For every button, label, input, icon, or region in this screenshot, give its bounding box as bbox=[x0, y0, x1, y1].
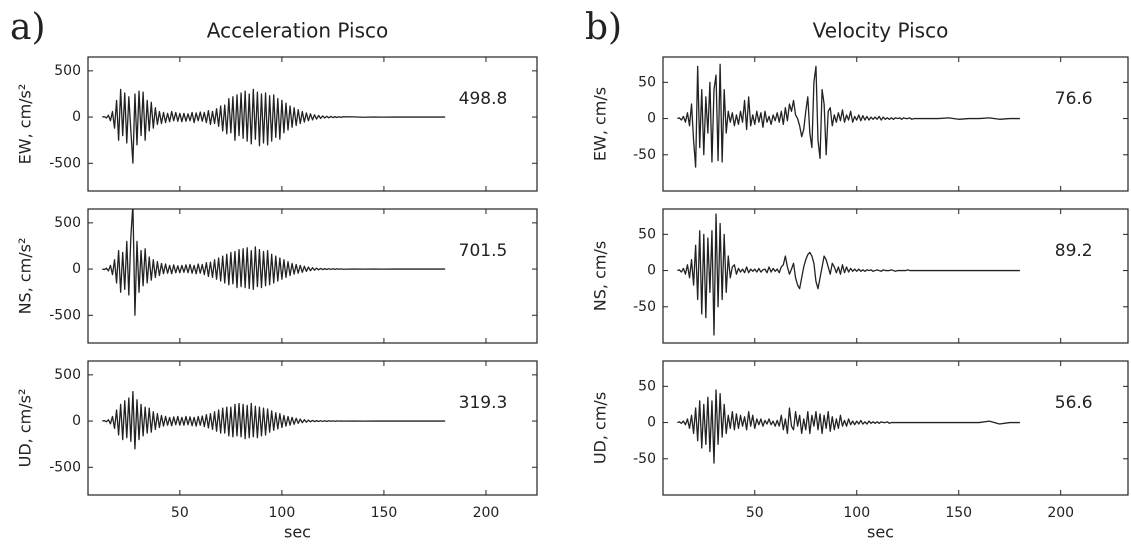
y-tick-label: 0 bbox=[72, 413, 81, 429]
y-axis-label: EW, cm/s bbox=[591, 87, 610, 161]
plot-frame bbox=[662, 56, 1129, 192]
plot-frame bbox=[662, 208, 1129, 344]
y-tick-label: 50 bbox=[638, 378, 656, 394]
peak-value: 498.8 bbox=[459, 89, 508, 109]
y-tick-label: -50 bbox=[633, 451, 656, 467]
y-tick-label: 50 bbox=[638, 226, 656, 242]
y-axis-label: UD, cm/s bbox=[591, 392, 610, 464]
chart-title: Velocity Pisco bbox=[813, 19, 949, 43]
trace bbox=[102, 390, 446, 450]
y-tick-label: 0 bbox=[647, 111, 656, 127]
panel-label: a) bbox=[10, 7, 46, 48]
peak-value: 319.3 bbox=[459, 393, 508, 413]
y-tick-label: 50 bbox=[638, 74, 656, 90]
y-tick-label: 0 bbox=[647, 263, 656, 279]
plot-frame bbox=[87, 360, 538, 496]
y-tick-label: -500 bbox=[49, 459, 81, 475]
peak-value: 89.2 bbox=[1055, 241, 1093, 261]
plot-frame bbox=[87, 208, 538, 344]
y-tick-label: 500 bbox=[54, 63, 81, 79]
y-tick-label: 500 bbox=[54, 215, 81, 231]
peak-value: 701.5 bbox=[459, 241, 508, 261]
y-tick-label: 500 bbox=[54, 367, 81, 383]
trace bbox=[102, 88, 446, 164]
y-tick-label: -50 bbox=[633, 299, 656, 315]
y-tick-label: -50 bbox=[633, 147, 656, 163]
y-tick-label: 0 bbox=[647, 415, 656, 431]
y-tick-label: -500 bbox=[49, 155, 81, 171]
plot-frame bbox=[662, 360, 1129, 496]
peak-value: 56.6 bbox=[1055, 393, 1093, 413]
y-axis-label: NS, cm/s bbox=[591, 241, 610, 311]
x-axis-label: sec bbox=[284, 523, 311, 542]
x-tick-label: 200 bbox=[473, 505, 500, 521]
x-tick-label: 50 bbox=[746, 505, 764, 521]
plot-frame bbox=[87, 56, 538, 192]
trace bbox=[677, 389, 1020, 464]
x-tick-label: 200 bbox=[1047, 505, 1074, 521]
trace bbox=[677, 63, 1020, 168]
panel-label: b) bbox=[585, 7, 622, 48]
trace bbox=[102, 209, 446, 316]
trace bbox=[677, 213, 1020, 336]
y-tick-label: 0 bbox=[72, 261, 81, 277]
x-tick-label: 100 bbox=[843, 505, 870, 521]
y-axis-label: NS, cm/s² bbox=[16, 238, 35, 315]
x-tick-label: 150 bbox=[371, 505, 398, 521]
chart-title: Acceleration Pisco bbox=[207, 19, 388, 43]
y-axis-label: EW, cm/s² bbox=[16, 84, 35, 165]
x-tick-label: 150 bbox=[945, 505, 972, 521]
y-tick-label: 0 bbox=[72, 109, 81, 125]
x-tick-label: 50 bbox=[171, 505, 189, 521]
y-axis-label: UD, cm/s² bbox=[16, 389, 35, 468]
x-axis-label: sec bbox=[867, 523, 894, 542]
y-tick-label: -500 bbox=[49, 307, 81, 323]
x-tick-label: 100 bbox=[269, 505, 296, 521]
peak-value: 76.6 bbox=[1055, 89, 1093, 109]
